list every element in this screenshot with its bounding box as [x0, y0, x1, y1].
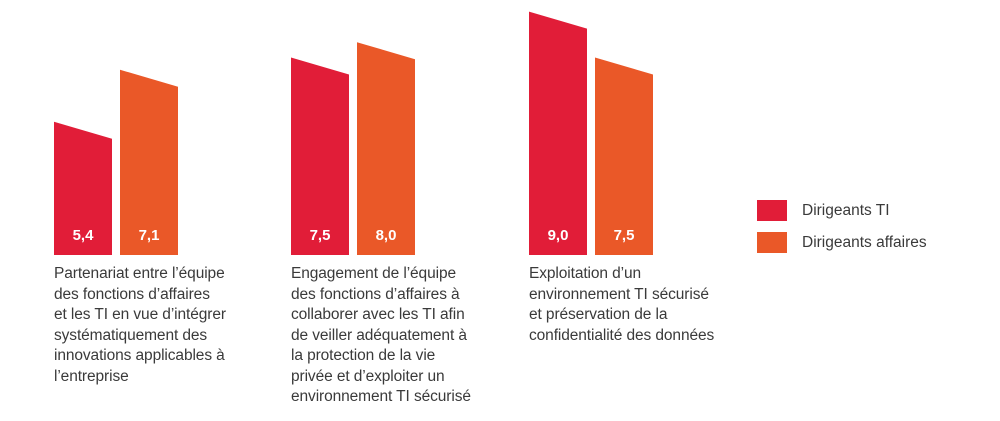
data-label: 7,1 [139, 227, 160, 244]
bar-dirigeants-ti-1 [54, 121, 112, 255]
legend-swatch-orange [757, 232, 787, 253]
data-label: 8,0 [376, 227, 397, 244]
category-label-3: Exploitation d’un environnement TI sécur… [529, 265, 715, 344]
data-label: 7,5 [614, 227, 635, 244]
data-label: 7,5 [310, 227, 331, 244]
bar-dirigeants-ti-3 [529, 11, 587, 255]
bar-dirigeants-affaires-3 [595, 57, 653, 255]
bar-dirigeants-affaires-2 [357, 42, 415, 256]
legend-label: Dirigeants affaires [802, 233, 927, 251]
legend-label: Dirigeants TI [802, 201, 890, 219]
legend-item-dirigeants-ti: Dirigeants TI [757, 200, 927, 221]
legend-item-dirigeants-affaires: Dirigeants affaires [757, 232, 927, 253]
bar-dirigeants-ti-2 [291, 57, 349, 255]
bars-layer: 5,4 7,5 9,0 7,1 8,0 7,5 [54, 11, 653, 256]
bar-dirigeants-affaires-1 [120, 69, 178, 256]
data-label: 5,4 [73, 227, 95, 244]
legend: Dirigeants TI Dirigeants affaires [757, 200, 927, 264]
legend-swatch-red [757, 200, 787, 221]
data-label: 9,0 [548, 227, 569, 244]
category-label-2: Engagement de l’équipe des fonctions d’a… [291, 265, 471, 405]
category-label-1: Partenariat entre l’équipe des fonctions… [54, 265, 226, 385]
